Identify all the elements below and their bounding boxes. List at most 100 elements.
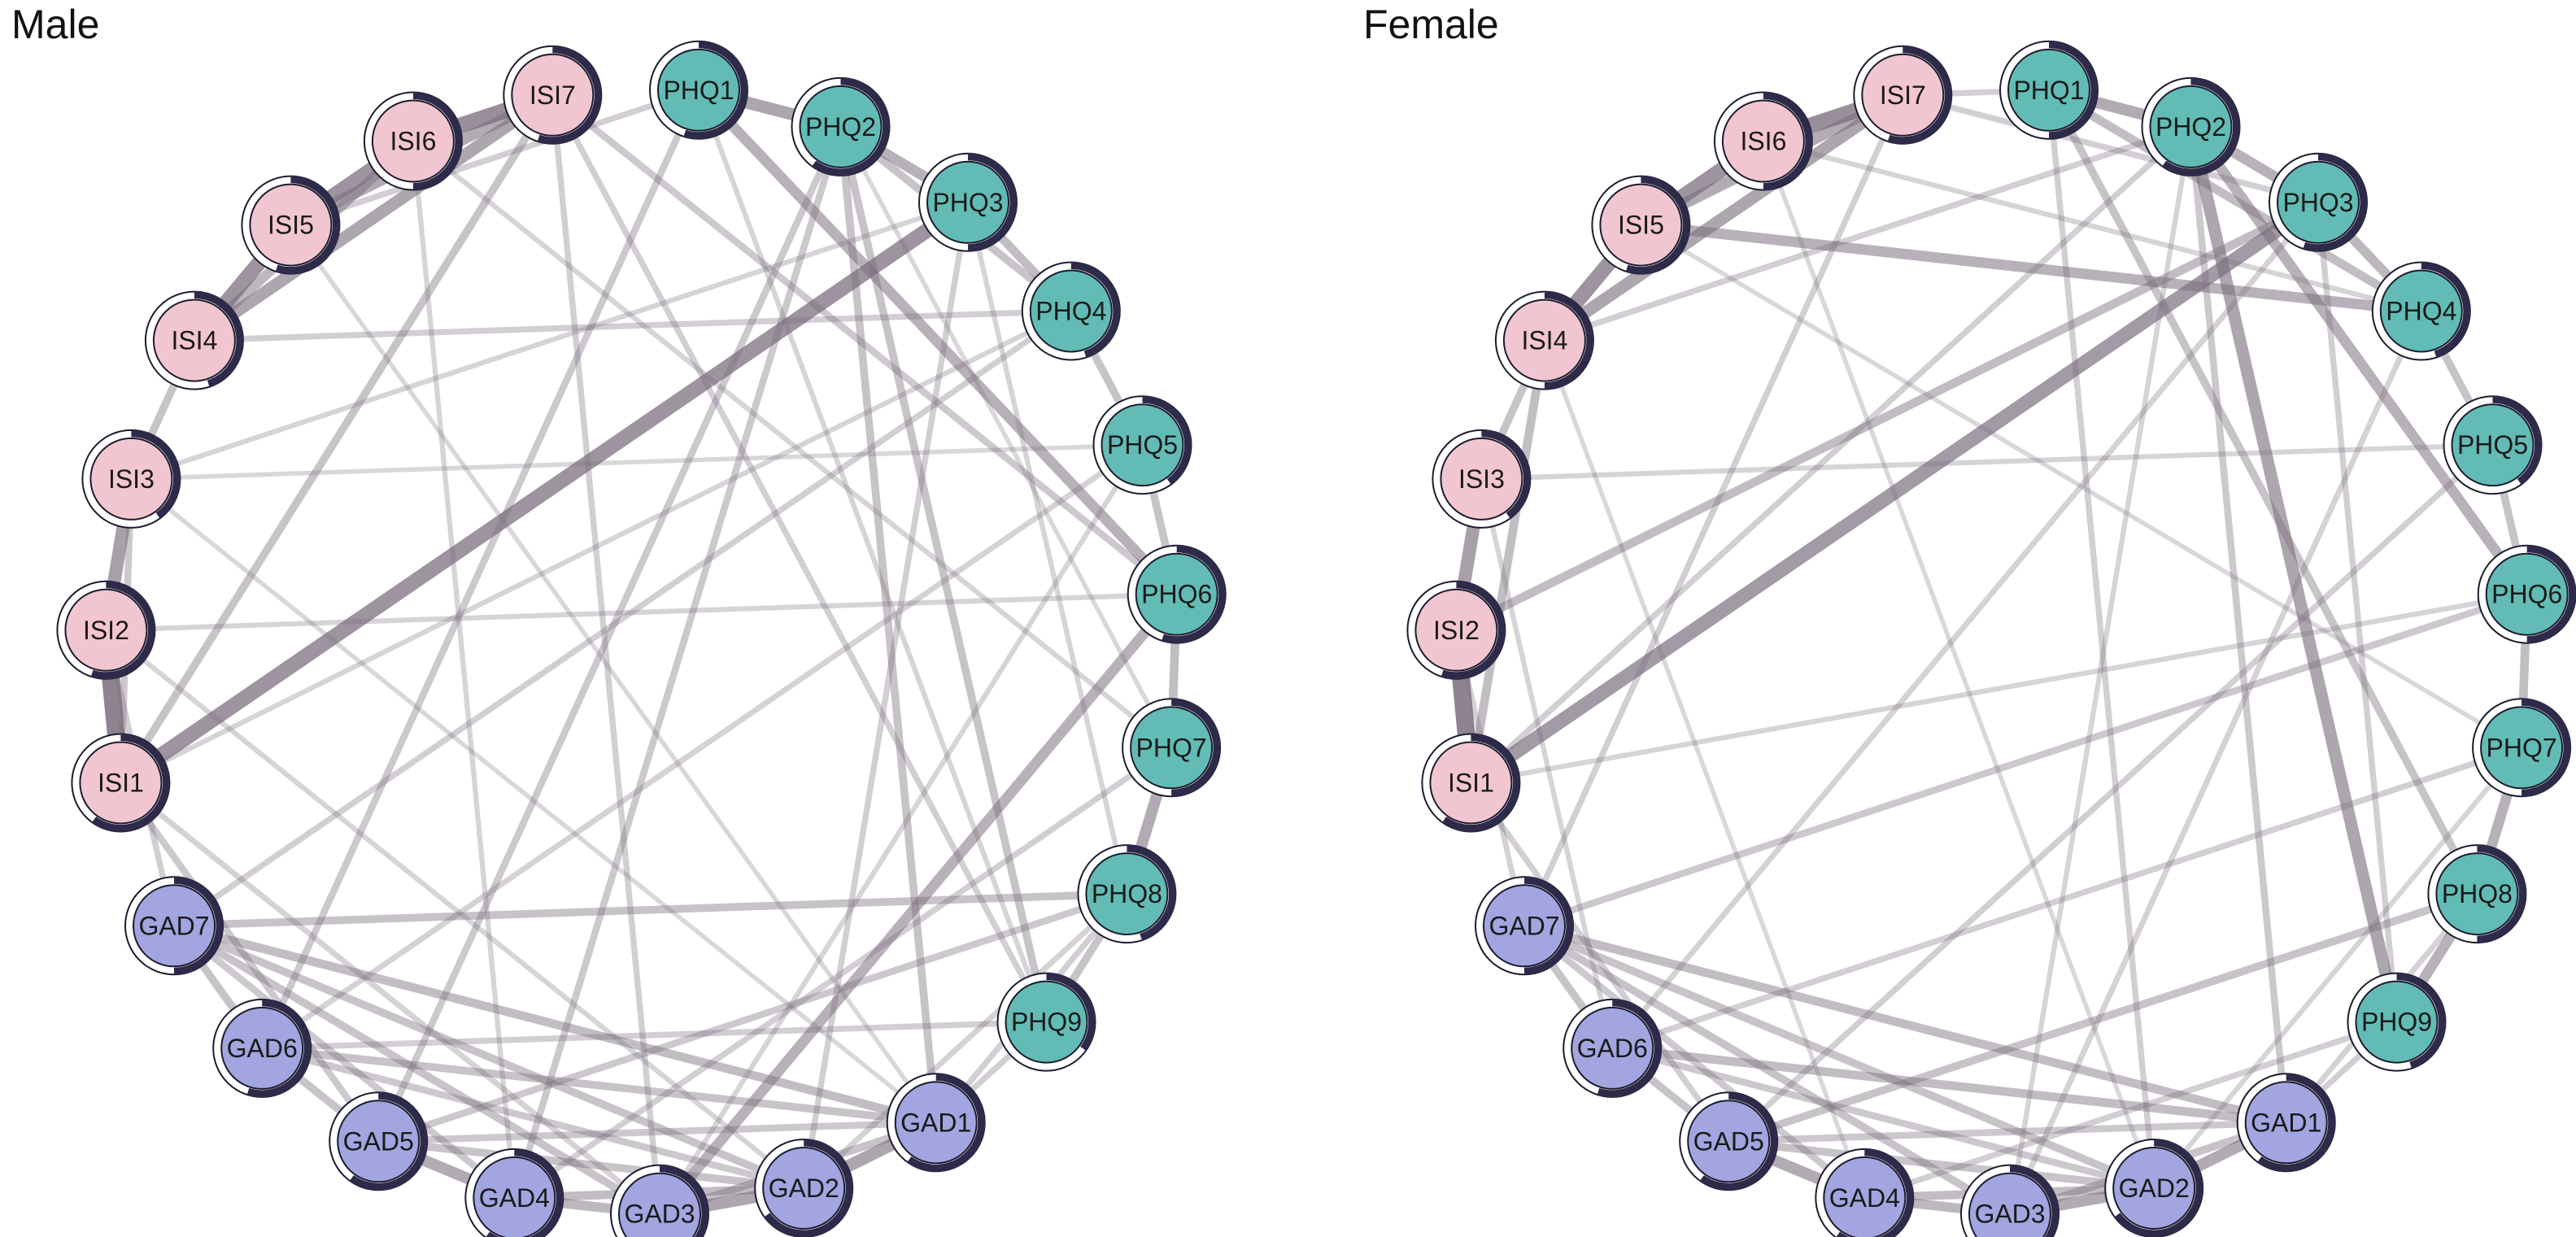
node-PHQ7: PHQ7 bbox=[2472, 698, 2572, 798]
node-predictability-arc bbox=[1441, 734, 1520, 832]
node-predictability-arc bbox=[811, 77, 890, 176]
node-PHQ2: PHQ2 bbox=[791, 76, 891, 176]
node-disc bbox=[657, 48, 740, 132]
edge-PHQ7-GAD4 bbox=[511, 744, 1175, 1201]
node-disc bbox=[1687, 1100, 1771, 1183]
node-predictability-arc bbox=[2526, 545, 2576, 644]
node-PHQ5: PHQ5 bbox=[1092, 395, 1192, 495]
node-predictability-arc bbox=[1625, 176, 1690, 275]
edge-PHQ6-ISI2 bbox=[103, 591, 1179, 633]
panel-title-male: Male bbox=[11, 2, 100, 47]
node-disc bbox=[1135, 552, 1218, 636]
edge-ISI1-PHQ3 bbox=[113, 194, 976, 791]
node-label: ISI4 bbox=[1521, 326, 1567, 355]
node-PHQ8: PHQ8 bbox=[1077, 844, 1177, 944]
node-predictability-arc bbox=[412, 92, 463, 190]
node-disc bbox=[337, 1100, 421, 1183]
node-label: GAD5 bbox=[343, 1126, 414, 1156]
node-ISI4: ISI4 bbox=[144, 290, 244, 390]
node-label: ISI1 bbox=[1448, 769, 1494, 798]
edge-PHQ9-GAD4 bbox=[1861, 1018, 2400, 1201]
node-label: PHQ8 bbox=[1092, 879, 1162, 908]
node-label: ISI7 bbox=[530, 81, 576, 110]
node-predictability-arc bbox=[2257, 1073, 2336, 1172]
node-PHQ9: PHQ9 bbox=[996, 972, 1096, 1072]
node-predictability-arc bbox=[2492, 395, 2542, 486]
node-disc bbox=[1968, 1172, 2051, 1237]
edge-ISI7-GAD7 bbox=[1521, 92, 1907, 930]
node-predictability-arc bbox=[275, 176, 340, 275]
node-label: PHQ4 bbox=[1035, 297, 1106, 326]
node-disc bbox=[64, 588, 148, 672]
node-disc bbox=[1005, 980, 1088, 1064]
edge-GAD6-GAD2 bbox=[258, 1044, 808, 1192]
node-predictability-arc bbox=[1887, 46, 1952, 145]
node-predictability-arc bbox=[2522, 698, 2571, 797]
node-disc bbox=[220, 1006, 304, 1090]
node-disc bbox=[618, 1172, 701, 1237]
node-predictability-arc bbox=[1523, 876, 1574, 975]
node-ISI6: ISI6 bbox=[1713, 91, 1813, 191]
edge-PHQ3-PHQ9 bbox=[2315, 199, 2400, 1026]
edge-PHQ4-ISI1 bbox=[118, 308, 1074, 786]
edge-GAD7-GAD2 bbox=[170, 921, 809, 1192]
node-predictability-arc bbox=[349, 1091, 428, 1191]
node-disc bbox=[2277, 160, 2360, 244]
node-ISI7: ISI7 bbox=[1853, 45, 1953, 145]
node-GAD4: GAD4 bbox=[464, 1148, 564, 1237]
node-label: PHQ5 bbox=[1107, 430, 1178, 460]
node-predictability-arc bbox=[1070, 262, 1121, 359]
node-GAD1: GAD1 bbox=[886, 1073, 986, 1173]
node-disc bbox=[1571, 1006, 1654, 1090]
edge-ISI7-PHQ6 bbox=[549, 91, 1180, 598]
edge-ISI7-PHQ9 bbox=[549, 92, 1050, 1026]
node-disc bbox=[2485, 552, 2569, 636]
node-label: ISI1 bbox=[98, 769, 144, 798]
node-predictability-arc bbox=[764, 1139, 853, 1237]
edge-PHQ6-GAD3 bbox=[654, 589, 1183, 1220]
edge-GAD2-PHQ7 bbox=[2151, 745, 2525, 1191]
node-predictability-arc bbox=[173, 876, 224, 975]
node-disc bbox=[133, 884, 216, 968]
edge-ISI1-ISI7 bbox=[116, 91, 557, 787]
node-label: ISI4 bbox=[171, 326, 217, 355]
edge-PHQ2-ISI4 bbox=[1541, 124, 2195, 344]
node-PHQ4: PHQ4 bbox=[2371, 261, 2471, 361]
node-disc bbox=[2451, 403, 2535, 487]
node-label: PHQ2 bbox=[805, 112, 876, 142]
node-PHQ3: PHQ3 bbox=[918, 152, 1018, 252]
node-predictability-arc bbox=[1544, 291, 1594, 390]
node-predictability-arc bbox=[1127, 844, 1176, 941]
edge-GAD6-GAD1 bbox=[1607, 1043, 2291, 1127]
node-label: ISI6 bbox=[1740, 127, 1786, 156]
node-label: PHQ9 bbox=[2361, 1008, 2432, 1037]
edge-PHQ1-PHQ4 bbox=[2044, 85, 2426, 316]
node-ISI3: ISI3 bbox=[81, 429, 181, 529]
edge-GAD5-GAD2 bbox=[1724, 1137, 2158, 1192]
edge-ISI1-ISI4 bbox=[1467, 336, 1550, 787]
edge-PHQ1-ISI5 bbox=[287, 87, 702, 229]
edge-GAD5-GAD2 bbox=[374, 1137, 809, 1192]
node-label: ISI3 bbox=[1458, 464, 1505, 494]
node-PHQ6: PHQ6 bbox=[1127, 544, 1227, 644]
edge-PHQ8-GAD5 bbox=[374, 890, 1131, 1145]
node-disc bbox=[762, 1147, 846, 1230]
edge-PHQ6-GAD7 bbox=[1520, 590, 2530, 930]
node-ISI1: ISI1 bbox=[1421, 733, 1521, 833]
node-disc bbox=[511, 53, 595, 137]
node-label: GAD4 bbox=[1829, 1183, 1900, 1213]
edge-PHQ7-ISI5 bbox=[1638, 222, 2524, 751]
node-ISI2: ISI2 bbox=[1406, 580, 1506, 680]
network-panel-male: PHQ1 PHQ2 PHQ3 PHQ4 PHQ5 PHQ6 PHQ7 PHQ8 PHQ9 GAD1… bbox=[56, 40, 1227, 1237]
node-disc bbox=[799, 85, 883, 168]
node-label: ISI5 bbox=[1618, 211, 1664, 240]
node-disc bbox=[1823, 1156, 1907, 1237]
node-disc bbox=[473, 1156, 556, 1237]
node-GAD6: GAD6 bbox=[212, 998, 312, 1098]
node-disc bbox=[2355, 980, 2439, 1064]
node-label: PHQ1 bbox=[2013, 76, 2084, 105]
node-disc bbox=[1029, 269, 1113, 353]
node-label: PHQ6 bbox=[1141, 580, 1212, 609]
node-GAD7: GAD7 bbox=[124, 876, 224, 976]
